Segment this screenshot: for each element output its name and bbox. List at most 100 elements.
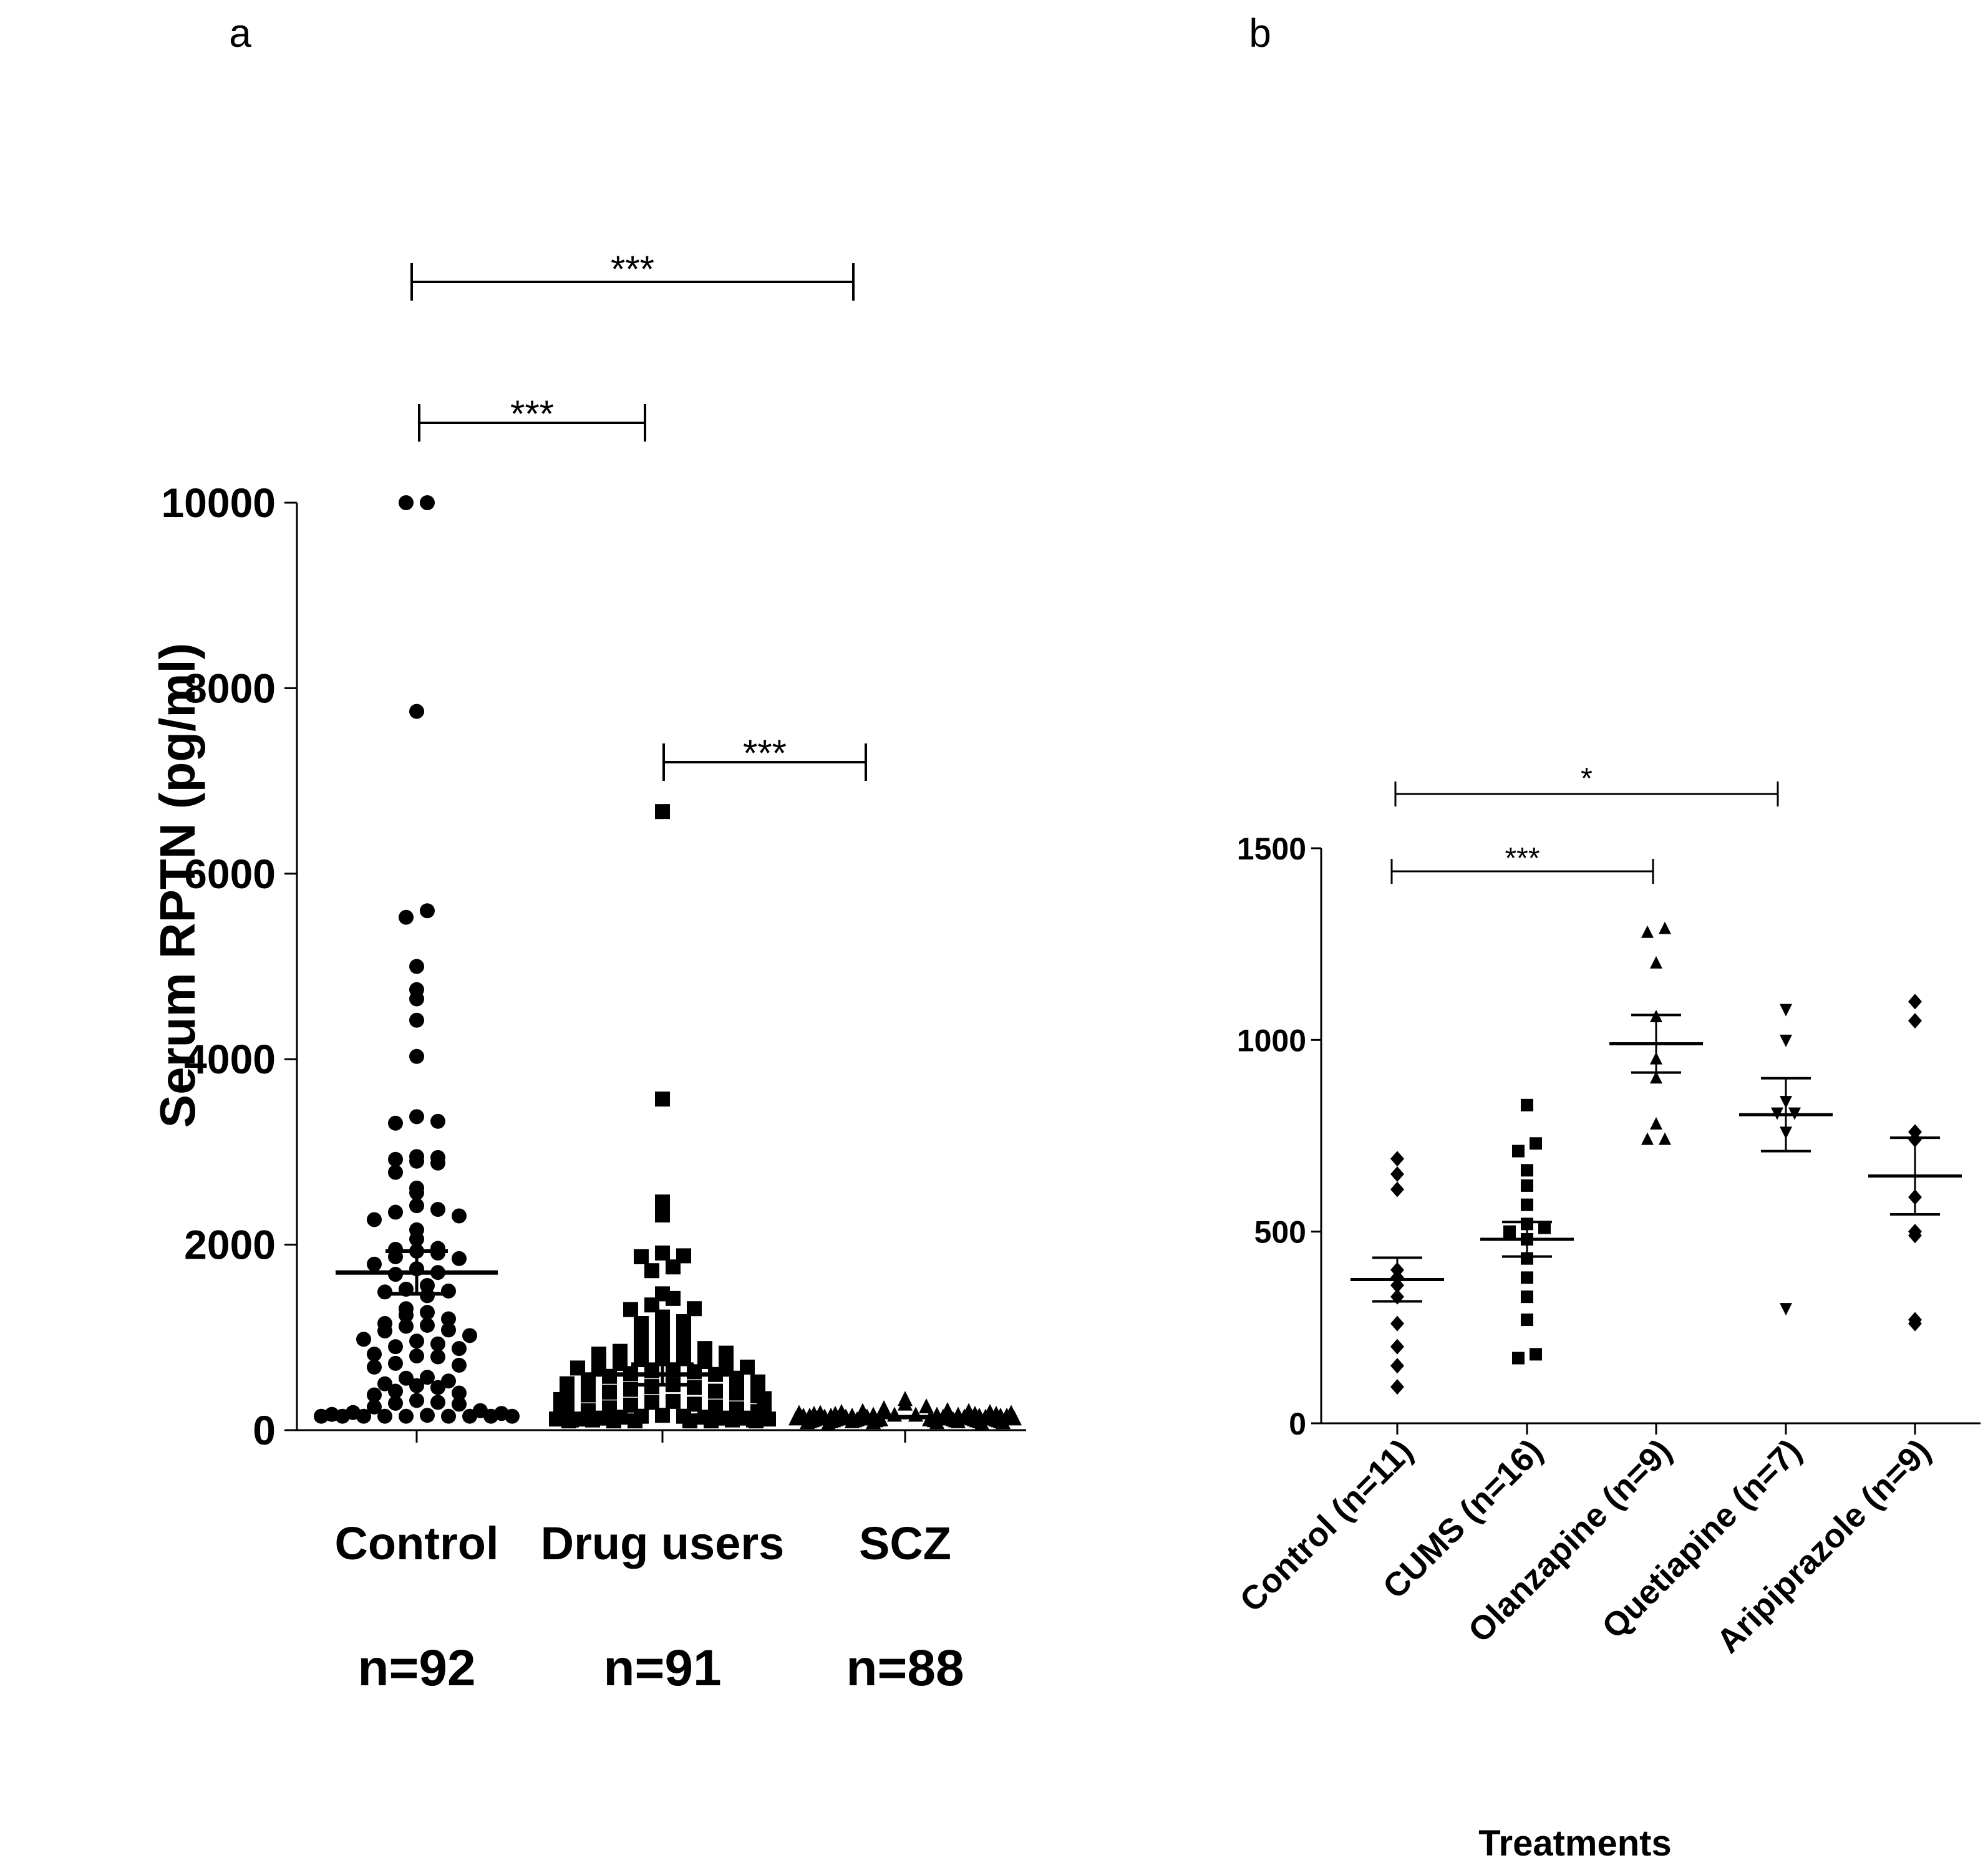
y-tick-label: 1000 — [1237, 1023, 1306, 1058]
data-point — [1512, 1352, 1525, 1365]
significance-bracket: * — [1394, 762, 1779, 806]
data-point — [581, 1387, 596, 1403]
data-point — [623, 1302, 638, 1317]
series-control — [1350, 1151, 1444, 1395]
data-point — [1659, 1132, 1671, 1145]
data-point — [1007, 1410, 1022, 1426]
data-point — [388, 1151, 403, 1167]
n-label-scz: n=88 — [846, 1640, 964, 1696]
data-point — [430, 1202, 445, 1217]
data-point — [687, 1380, 702, 1395]
data-point — [749, 1413, 764, 1429]
data-point — [452, 1396, 467, 1412]
data-point — [708, 1383, 723, 1399]
data-point — [634, 1339, 649, 1355]
data-point — [697, 1341, 712, 1357]
data-point — [399, 1408, 414, 1424]
data-point — [929, 1414, 944, 1430]
data-point — [1908, 1315, 1922, 1332]
y-tick-label: 0 — [253, 1407, 276, 1453]
data-point — [1390, 1166, 1404, 1182]
category-label-control: Control — [334, 1517, 498, 1569]
data-point — [1659, 921, 1671, 934]
data-point — [655, 1348, 670, 1364]
data-point — [430, 1113, 445, 1129]
data-point — [441, 1283, 456, 1299]
data-point — [561, 1413, 576, 1429]
data-point — [367, 1399, 382, 1415]
data-point — [367, 1387, 382, 1403]
significance-bracket: *** — [1390, 842, 1654, 884]
data-point — [409, 1012, 424, 1028]
data-point — [682, 1413, 697, 1429]
data-point — [919, 1398, 934, 1414]
data-point — [1780, 1303, 1792, 1316]
data-point — [314, 1408, 329, 1424]
data-point — [757, 1391, 772, 1406]
data-point — [1521, 1314, 1533, 1327]
data-point — [441, 1408, 456, 1424]
data-point — [356, 1332, 371, 1347]
data-point — [483, 1408, 498, 1424]
data-point — [676, 1349, 691, 1365]
data-point — [729, 1385, 744, 1401]
data-point — [420, 903, 435, 919]
data-point — [602, 1385, 617, 1400]
data-point — [452, 1251, 467, 1266]
data-point — [420, 1305, 435, 1320]
data-point — [1650, 1071, 1662, 1084]
category-label-scz: SCZ — [859, 1517, 951, 1569]
data-point — [452, 1357, 467, 1373]
data-point — [655, 1334, 670, 1350]
data-point — [1512, 1145, 1525, 1158]
data-point — [1521, 1290, 1533, 1304]
data-point — [430, 1380, 445, 1395]
data-point — [420, 1317, 435, 1333]
data-point — [367, 1347, 382, 1362]
data-point — [800, 1414, 815, 1430]
data-point — [409, 1231, 424, 1247]
data-point — [441, 1322, 456, 1338]
data-point — [676, 1324, 691, 1340]
data-point — [409, 1153, 424, 1169]
data-point — [687, 1364, 702, 1380]
data-point — [1521, 1098, 1533, 1111]
significance-label: * — [1581, 762, 1593, 795]
panel-label-a: a — [229, 11, 251, 56]
data-point — [666, 1259, 681, 1275]
n-label-drug-users: n=91 — [603, 1640, 721, 1696]
significance-bracket: *** — [662, 732, 867, 781]
data-point — [1641, 925, 1654, 938]
y-tick-label: 8000 — [184, 665, 276, 711]
data-point — [585, 1412, 600, 1428]
data-point — [462, 1328, 477, 1343]
data-point — [1908, 1013, 1922, 1029]
data-point — [634, 1249, 649, 1264]
significance-label: *** — [510, 393, 554, 435]
n-label-control: n=92 — [357, 1640, 475, 1696]
data-point — [1908, 994, 1922, 1010]
data-point — [655, 1194, 670, 1210]
data-point — [553, 1391, 568, 1407]
data-point — [1530, 1348, 1542, 1361]
data-point — [725, 1412, 740, 1428]
data-point — [388, 1164, 403, 1180]
data-point — [704, 1413, 719, 1429]
data-point — [409, 991, 424, 1007]
data-point — [1521, 1271, 1533, 1284]
data-point — [1650, 956, 1662, 969]
data-point — [409, 1378, 424, 1393]
data-point — [1390, 1379, 1404, 1395]
data-point — [666, 1290, 681, 1306]
data-point — [452, 1341, 467, 1357]
y-tick-label: 1500 — [1237, 831, 1306, 866]
significance-bracket: *** — [418, 393, 646, 442]
significance-bracket: *** — [410, 248, 855, 301]
series-drug-users — [549, 804, 776, 1429]
series-olanzapine — [1609, 921, 1703, 1145]
data-point — [399, 1370, 414, 1386]
data-point — [356, 1408, 371, 1424]
data-point — [377, 1323, 392, 1338]
series-scz — [788, 1391, 1022, 1430]
